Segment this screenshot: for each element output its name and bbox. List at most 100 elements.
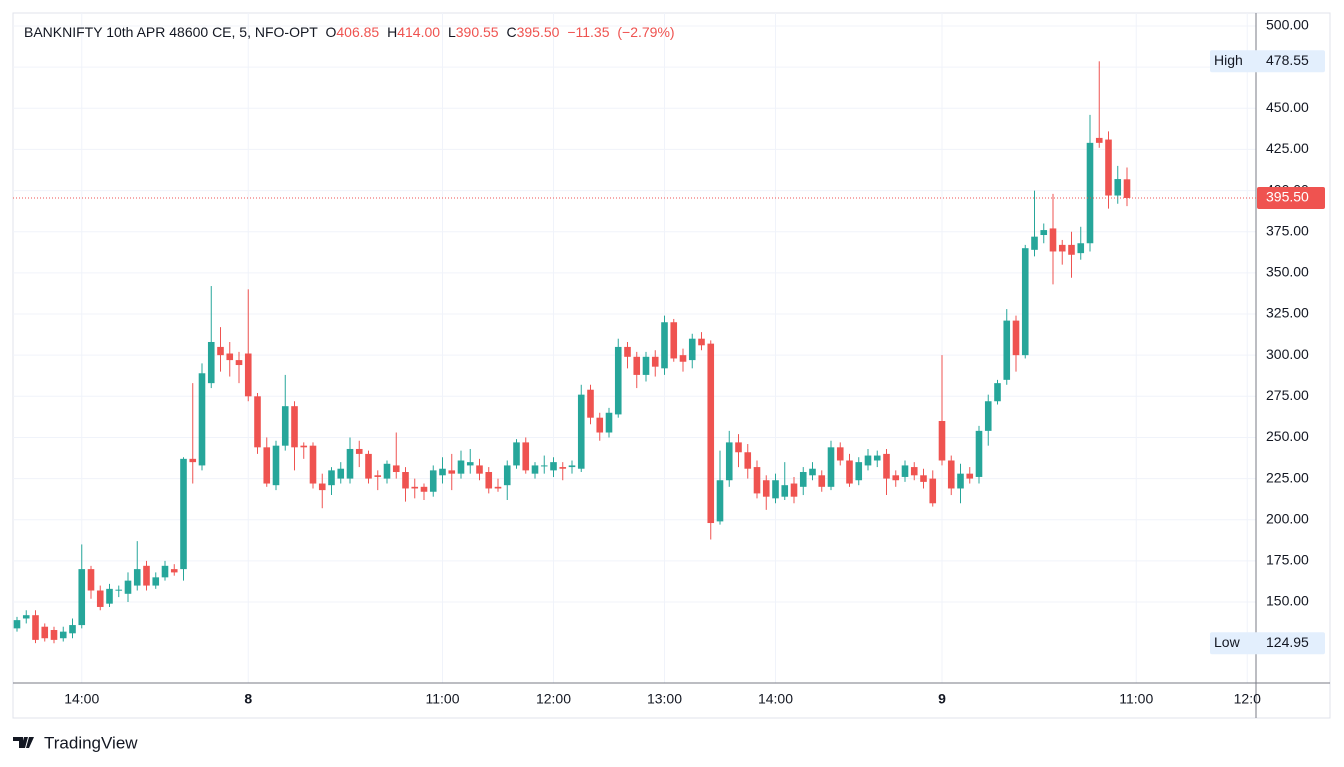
header: BANKNIFTY 10th APR 48600 CE, 5, NFO-OPT …: [24, 24, 675, 40]
grid: [13, 13, 1256, 683]
candle-body: [32, 615, 39, 640]
y-tick-label: 450.00: [1266, 99, 1309, 115]
candle-body: [115, 589, 123, 591]
candle-body: [244, 353, 252, 397]
candle-body: [910, 467, 918, 476]
candle-body: [836, 447, 844, 461]
candle-body: [161, 565, 169, 578]
candle-body: [87, 569, 95, 591]
chart-frame: [12, 12, 1331, 719]
y-tick-label: 225.00: [1266, 469, 1309, 485]
ohlc-value: 395.50: [517, 24, 560, 40]
candle-body: [651, 356, 659, 367]
candle-body: [1058, 244, 1066, 252]
price-marker-bg: [1210, 50, 1325, 73]
price-marker-value: 478.55: [1266, 52, 1309, 68]
candle-body: [670, 322, 678, 359]
candle-body: [300, 445, 308, 448]
candle-body: [772, 480, 779, 499]
candle-body: [226, 353, 234, 361]
candle-body: [13, 620, 21, 629]
candle-body: [920, 475, 927, 482]
candle-body: [966, 473, 974, 479]
candle-body: [864, 455, 872, 466]
candle-body: [605, 412, 613, 433]
ohlc-value: 414.00: [397, 24, 440, 40]
candle-body: [901, 465, 909, 477]
candle-body: [1095, 137, 1103, 143]
candle-body: [975, 430, 983, 477]
candle-body: [41, 626, 49, 639]
x-tick-label: 8: [244, 691, 252, 707]
y-tick-label: 300.00: [1266, 346, 1309, 362]
candle-body: [725, 442, 733, 481]
candle-body: [272, 445, 280, 486]
candle-body: [207, 341, 215, 384]
candle-body: [707, 343, 715, 524]
candle-body: [1123, 179, 1131, 198]
axes: 150.00 175.00 200.00 225.00 250.00 275.00 300.…: [13, 17, 1325, 707]
candle-body: [328, 470, 335, 486]
ohlc-key: L: [448, 24, 456, 40]
x-tick-label: 14:00: [64, 691, 99, 707]
x-tick-label: 9: [938, 691, 946, 707]
candle-body: [587, 389, 594, 418]
candle-body: [429, 470, 437, 492]
candle-body: [466, 462, 474, 466]
logo: [13, 737, 34, 748]
candle-body: [633, 356, 641, 375]
candle-body: [716, 480, 724, 522]
candle-body: [309, 445, 317, 484]
price-marker-label: High: [1214, 52, 1243, 68]
candle-body: [254, 396, 261, 448]
candle-body: [762, 480, 770, 497]
candle-body: [698, 338, 705, 346]
candle-body: [984, 401, 992, 431]
ohlc-key: H: [387, 24, 397, 40]
candle-body: [448, 470, 456, 474]
candle-body: [69, 625, 76, 634]
y-tick-label: 425.00: [1266, 140, 1309, 156]
candle-body: [568, 465, 576, 468]
candle-body: [661, 322, 668, 369]
candle-body: [291, 406, 298, 448]
candle-body: [679, 355, 687, 362]
y-tick-label: 375.00: [1266, 222, 1309, 238]
candle-body: [513, 442, 520, 466]
y-tick-label: 350.00: [1266, 264, 1309, 280]
candle-body: [392, 465, 400, 473]
ohlc-value: 390.55: [456, 24, 499, 40]
candle-body: [892, 475, 900, 481]
x-tick-label: 12:0: [1234, 691, 1261, 707]
candle-body: [420, 486, 428, 492]
candle-body: [818, 475, 826, 487]
candle-body: [947, 460, 955, 489]
candle-body: [957, 473, 964, 489]
x-tick-label: 14:00: [758, 691, 793, 707]
candle-body: [1077, 243, 1085, 254]
last-price-badge: [1257, 186, 1325, 209]
candle-body: [235, 360, 243, 366]
candle-body: [263, 447, 271, 484]
candle-body: [318, 483, 326, 491]
price-marker-label: Low: [1214, 634, 1241, 650]
candle-body: [938, 420, 946, 461]
candle-body: [1049, 228, 1057, 252]
candle-body: [1040, 230, 1048, 236]
candle-body: [106, 588, 113, 604]
y-tick-label: 325.00: [1266, 305, 1309, 321]
candle-body: [540, 465, 548, 467]
candle-body: [374, 475, 382, 477]
candle-body: [799, 472, 807, 487]
candle-body: [688, 338, 696, 361]
candle-body: [790, 483, 798, 497]
y-tick-label: 275.00: [1266, 387, 1309, 403]
candle-body: [873, 455, 881, 461]
candle-body: [124, 580, 132, 594]
candle-body: [494, 486, 502, 489]
candle-body: [883, 453, 890, 479]
candle-body: [281, 406, 289, 446]
candle-body: [355, 448, 363, 454]
candle-body: [476, 465, 483, 474]
